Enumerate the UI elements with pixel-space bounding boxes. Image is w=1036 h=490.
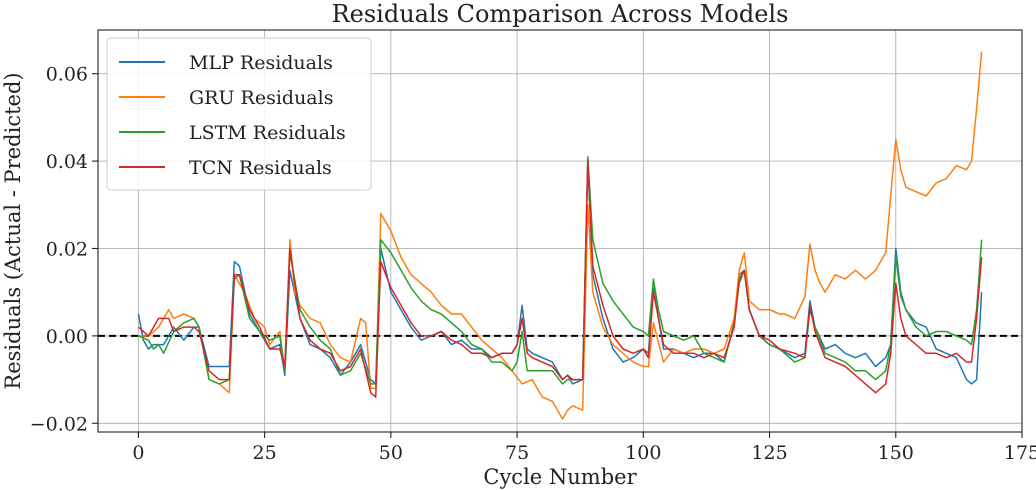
gru-residuals-legend-label: GRU Residuals: [189, 87, 333, 109]
y-tick-label: −0.02: [30, 413, 88, 435]
lstm-residuals-line: [138, 155, 983, 385]
series-lines: [137, 51, 983, 420]
y-tick-label: 0.00: [46, 326, 88, 348]
y-tick-label: 0.02: [46, 238, 88, 260]
y-axis-label: Residuals (Actual - Predicted): [1, 72, 25, 389]
chart-title: Residuals Comparison Across Models: [332, 0, 789, 28]
tcn-residuals-line: [137, 160, 983, 398]
mlp-residuals-legend-label: MLP Residuals: [189, 52, 333, 74]
y-tick-label: 0.04: [46, 151, 88, 173]
y-tick-label: 0.06: [46, 64, 88, 86]
x-tick-label: 100: [625, 442, 661, 464]
legend-box: [106, 37, 372, 191]
x-tick-label: 50: [379, 442, 403, 464]
plot-area-frame: [97, 29, 1023, 433]
x-tick-label: 175: [1004, 442, 1036, 464]
x-tick-label: 125: [751, 442, 787, 464]
x-tick-label: 0: [132, 442, 144, 464]
axis-ticks: 0 25 50 75 100 125 150 175 −0.02 0.00 0.02 0.04 0.06: [30, 64, 1036, 464]
x-axis-label: Cycle Number: [483, 465, 637, 489]
legend: MLP Residuals GRU Residuals LSTM Residuals…: [106, 37, 372, 191]
tcn-residuals-legend-label: TCN Residuals: [189, 157, 332, 179]
x-tick-label: 75: [505, 442, 529, 464]
x-tick-label: 25: [253, 442, 277, 464]
x-tick-label: 150: [878, 442, 914, 464]
lstm-residuals-legend-label: LSTM Residuals: [189, 122, 346, 144]
